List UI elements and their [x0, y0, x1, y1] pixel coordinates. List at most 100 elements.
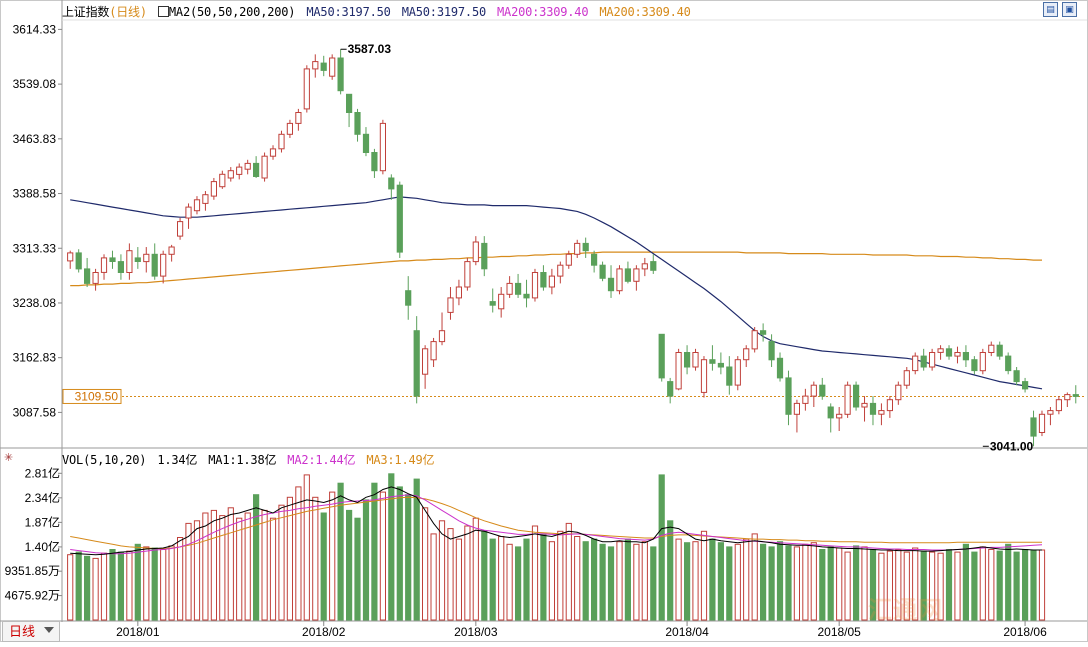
volume-bar: [878, 552, 885, 621]
volume-bar: [84, 555, 91, 621]
candle-body: [667, 381, 674, 397]
candle-body: [912, 355, 919, 372]
candle-body: [236, 166, 243, 175]
candle-body: [134, 257, 141, 262]
candle-body: [709, 359, 716, 364]
ma200-line: [70, 251, 1042, 287]
candle-body: [616, 268, 623, 292]
x-tick-label: 2018/02: [302, 625, 346, 639]
volume-bar: [1013, 551, 1020, 621]
volume-bar: [937, 552, 944, 621]
candle-body: [844, 384, 851, 415]
candle-body: [1013, 370, 1020, 383]
volume-bar: [388, 473, 395, 621]
volume-y-tick-label: 2.81亿: [25, 465, 60, 480]
volume-bar: [253, 494, 260, 621]
ma200-value-a: MA200:3309.40: [497, 5, 589, 19]
price-y-tick-label: 3539.08: [13, 77, 57, 91]
candle-body: [591, 253, 598, 266]
volume-bar: [134, 543, 141, 621]
volume-bar: [810, 542, 817, 621]
candle-body: [202, 194, 209, 204]
volume-bar: [641, 541, 648, 621]
candle-body: [819, 384, 826, 397]
volume-bar: [1038, 549, 1046, 621]
candle-body: [785, 377, 792, 415]
volume-bar: [675, 538, 682, 621]
volume-bar: [548, 541, 555, 621]
candle-body: [1072, 394, 1079, 397]
price-y-tick-label: 3087.58: [13, 405, 57, 419]
candle-body: [768, 341, 775, 361]
candle-body: [878, 410, 885, 415]
candle-body: [717, 362, 724, 368]
candle-body: [269, 148, 277, 157]
annotation-label: 3587.03: [348, 42, 392, 56]
volume-bar: [312, 496, 319, 621]
vol-ma2: MA2:1.44亿: [287, 453, 356, 467]
candle-body: [641, 263, 648, 270]
volume-bar: [329, 491, 336, 621]
volume-bar: [489, 538, 496, 621]
candle-body: [607, 277, 615, 292]
volume-bar: [574, 536, 581, 621]
candle-body: [371, 152, 378, 172]
volume-y-tick-label: 4675.92万: [5, 589, 60, 603]
crosshair-settings-icon[interactable]: ✳: [4, 452, 14, 464]
current-price-box: [62, 388, 122, 404]
volume-bar: [929, 551, 936, 621]
volume-bar: [667, 520, 674, 621]
volume-bar: [565, 522, 572, 621]
candle-body: [286, 122, 293, 135]
period-dropdown-icon[interactable]: [44, 627, 54, 633]
candle-body: [853, 384, 860, 408]
candle-body: [633, 268, 640, 282]
volume-bar: [591, 538, 598, 621]
candle-body: [253, 162, 260, 177]
volume-bar: [236, 517, 243, 621]
volume-bar: [405, 494, 412, 621]
window-resize-icon[interactable]: ▣: [1062, 2, 1077, 17]
volume-bar: [362, 499, 370, 621]
candle-body: [557, 264, 564, 277]
volume-bar: [903, 551, 910, 621]
candle-body: [455, 286, 462, 299]
candle-body: [278, 133, 285, 150]
volume-bar: [126, 550, 133, 621]
candle-body: [954, 352, 961, 357]
price-y-tick-label: 3614.33: [13, 22, 57, 36]
volume-bar: [751, 533, 758, 621]
volume-bar: [793, 546, 800, 621]
volume-bar: [945, 549, 953, 621]
candle-body: [185, 206, 192, 219]
candle-body: [67, 252, 74, 262]
candle-body: [447, 297, 454, 313]
candle-body: [320, 62, 327, 71]
candle-body: [1064, 394, 1071, 401]
volume-bar: [109, 549, 116, 621]
watermark-logo: 汇通网: [868, 597, 943, 624]
volume-bar: [464, 525, 471, 621]
candle-body: [379, 122, 386, 172]
candle-body: [700, 359, 708, 393]
volume-bar: [379, 491, 386, 621]
candle-body: [650, 261, 657, 271]
candle-body: [1038, 413, 1046, 433]
candle-body: [658, 333, 665, 379]
volume-bar: [962, 543, 969, 621]
volume-bar: [988, 549, 995, 621]
ma-settings-checkbox[interactable]: [157, 6, 169, 17]
ma-label[interactable]: MA2(50,50,200,200): [168, 5, 296, 19]
volume-bar: [498, 536, 505, 621]
volume-bar: [278, 504, 285, 621]
candle-body: [971, 359, 978, 372]
candle-body: [143, 253, 150, 263]
volume-bar: [684, 542, 691, 621]
price-legend: 上证指数(日线) MA2(50,50,200,200) MA50:3197.50…: [62, 3, 695, 20]
volume-bar: [151, 547, 158, 621]
window-layout-icon[interactable]: ▤: [1043, 2, 1058, 17]
vol-ma3: MA3:1.49亿: [366, 453, 435, 467]
candle-body: [498, 293, 505, 310]
volume-bar: [582, 541, 589, 621]
